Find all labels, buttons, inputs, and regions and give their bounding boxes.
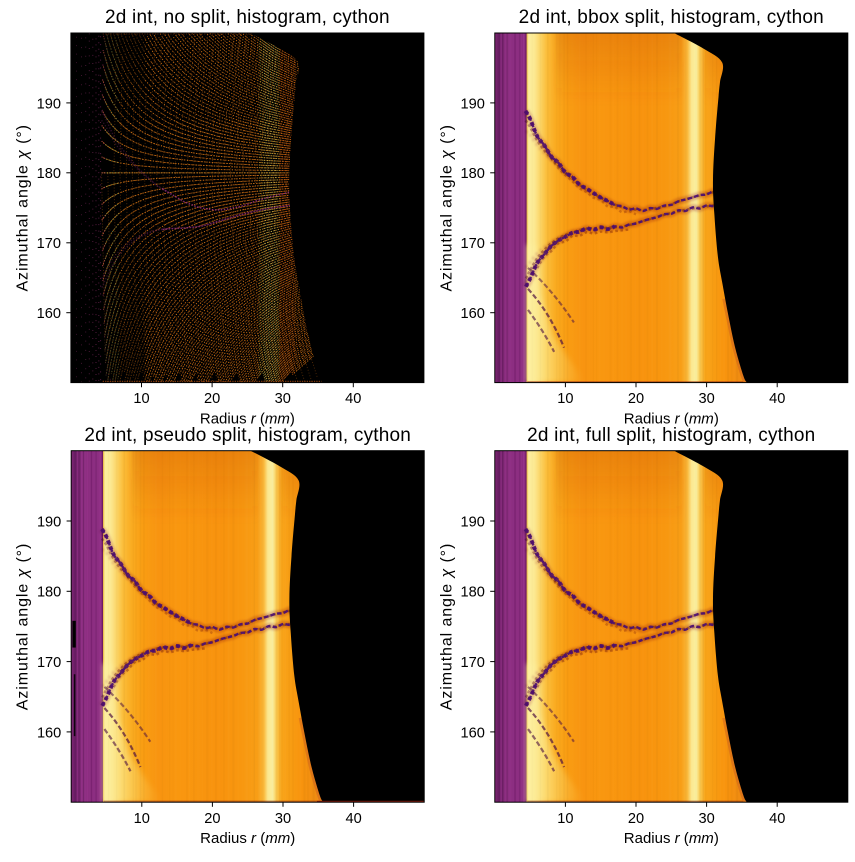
- svg-text:160: 160: [461, 306, 485, 322]
- svg-text:10: 10: [557, 811, 573, 827]
- svg-text:170: 170: [461, 655, 485, 671]
- svg-text:30: 30: [698, 391, 714, 407]
- svg-text:2d int, pseudo split, histogra: 2d int, pseudo split, histogram, cython: [84, 425, 411, 446]
- svg-text:180: 180: [37, 166, 61, 182]
- svg-text:160: 160: [37, 725, 61, 741]
- svg-text:Radius r (mm): Radius r (mm): [624, 411, 719, 428]
- svg-text:180: 180: [461, 585, 485, 601]
- svg-text:2d int, full split, histogram,: 2d int, full split, histogram, cython: [527, 425, 815, 446]
- svg-text:10: 10: [133, 391, 149, 407]
- svg-text:Azimuthal angle χ (°): Azimuthal angle χ (°): [438, 124, 455, 291]
- svg-text:180: 180: [37, 585, 61, 601]
- svg-text:20: 20: [628, 811, 644, 827]
- svg-text:160: 160: [37, 306, 61, 322]
- svg-text:Azimuthal angle χ (°): Azimuthal angle χ (°): [15, 543, 32, 710]
- svg-text:Radius r (mm): Radius r (mm): [200, 411, 295, 428]
- svg-text:190: 190: [461, 514, 485, 530]
- svg-text:40: 40: [769, 811, 785, 827]
- svg-text:170: 170: [461, 236, 485, 252]
- svg-text:2d int, bbox split, histogram,: 2d int, bbox split, histogram, cython: [519, 7, 824, 28]
- svg-text:Azimuthal angle χ (°): Azimuthal angle χ (°): [14, 124, 31, 291]
- svg-text:180: 180: [461, 166, 485, 182]
- svg-text:10: 10: [134, 811, 150, 827]
- svg-text:160: 160: [461, 725, 485, 741]
- svg-text:10: 10: [557, 391, 573, 407]
- svg-text:190: 190: [461, 96, 485, 112]
- svg-text:190: 190: [37, 514, 61, 530]
- svg-text:Radius r (mm): Radius r (mm): [624, 830, 719, 847]
- svg-text:20: 20: [204, 391, 220, 407]
- svg-text:190: 190: [37, 96, 61, 112]
- svg-text:170: 170: [37, 236, 61, 252]
- svg-text:30: 30: [275, 811, 291, 827]
- svg-text:20: 20: [628, 391, 644, 407]
- svg-text:40: 40: [769, 391, 785, 407]
- svg-text:Azimuthal angle χ (°): Azimuthal angle χ (°): [438, 543, 455, 710]
- svg-text:2d int, no split, histogram, c: 2d int, no split, histogram, cython: [105, 7, 390, 28]
- svg-text:30: 30: [698, 811, 714, 827]
- svg-text:30: 30: [275, 391, 291, 407]
- svg-text:20: 20: [204, 811, 220, 827]
- svg-text:170: 170: [37, 655, 61, 671]
- svg-text:Radius r (mm): Radius r (mm): [200, 830, 295, 847]
- svg-text:40: 40: [345, 391, 361, 407]
- svg-text:40: 40: [345, 811, 361, 827]
